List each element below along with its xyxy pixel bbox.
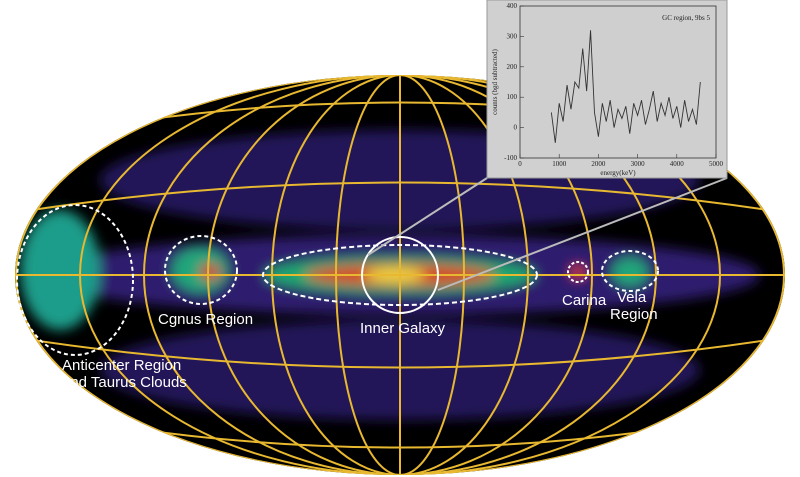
x-tick-label: 4000	[670, 160, 685, 168]
region-label: Vela	[617, 289, 647, 306]
y-tick-label: 100	[507, 93, 518, 101]
y-tick-label: 300	[507, 32, 518, 40]
chart-title: GC region, 9bs 5	[662, 14, 710, 22]
y-tick-label: 200	[507, 63, 518, 71]
x-tick-label: 1000	[552, 160, 567, 168]
spectrum-line	[550, 30, 701, 143]
region-label: Inner Galaxy	[360, 320, 446, 337]
x-tick-label: 3000	[631, 160, 646, 168]
x-axis-title: energy(keV)	[600, 169, 636, 177]
region-label: Region	[610, 306, 658, 323]
x-tick-label: 0	[518, 160, 522, 168]
x-tick-label: 2000	[591, 160, 606, 168]
y-tick-label: 400	[507, 2, 518, 10]
y-axis-title: counts (bgd subtracted)	[491, 48, 499, 114]
region-label: and Taurus Clouds	[62, 374, 187, 391]
y-tick-label: 0	[514, 124, 518, 132]
plot-area	[519, 5, 717, 159]
regions	[16, 177, 728, 356]
x-tick-label: 5000	[709, 160, 724, 168]
grid	[15, 75, 785, 475]
y-tick-label: -100	[504, 154, 517, 162]
region-label: Anticenter Region	[62, 357, 181, 374]
spectrum-inset: GC region, 9bs 5 energy(keV) counts (bgd…	[486, 0, 728, 179]
region-label: Cgnus Region	[158, 311, 253, 328]
region-label: Carina	[562, 292, 607, 309]
